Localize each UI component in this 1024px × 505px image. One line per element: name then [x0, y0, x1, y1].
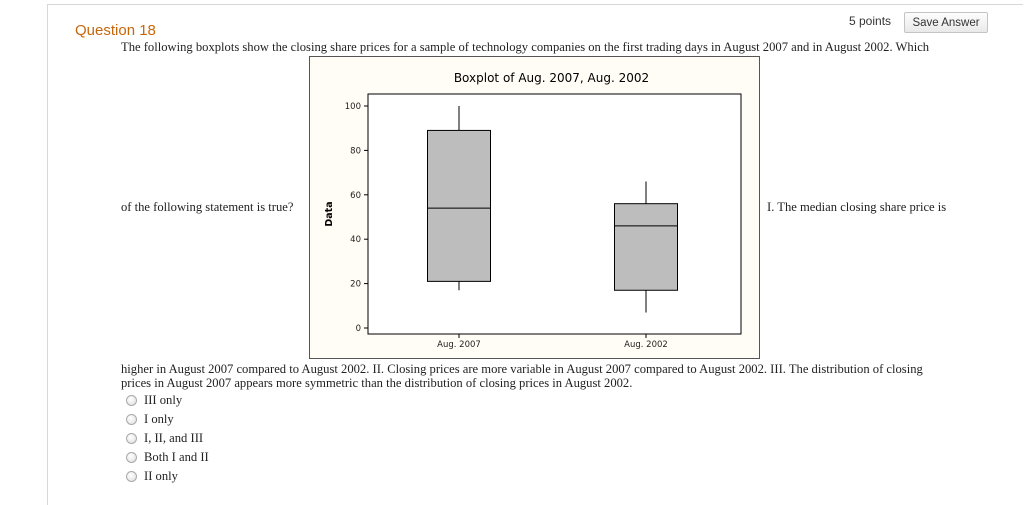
- plot-area: [367, 93, 742, 335]
- boxplot-chart: Boxplot of Aug. 2007, Aug. 2002 0 20 40 60 80…: [324, 71, 742, 350]
- y-tick-label: 0: [356, 324, 361, 334]
- question-text-right: I. The median closing share price is: [767, 200, 947, 214]
- points-label: 5 points: [849, 14, 892, 28]
- y-tick-label: 100: [345, 102, 361, 112]
- save-answer-button[interactable]: Save Answer: [904, 12, 988, 33]
- x-tick-label: Aug. 2007: [437, 340, 481, 350]
- option-iii-only[interactable]: III only: [126, 392, 182, 408]
- option-label: I, II, and III: [144, 430, 204, 445]
- radio-button[interactable]: [126, 413, 137, 425]
- question-title: Question 18: [75, 22, 156, 39]
- option-label: III only: [144, 392, 183, 407]
- y-tick-label: 60: [350, 191, 361, 201]
- box-iqr: [614, 203, 678, 291]
- question-text-line3: higher in August 2007 compared to August…: [121, 362, 923, 376]
- question-text-left: of the following statement is true?: [121, 200, 294, 214]
- y-tick-label: 80: [350, 146, 361, 156]
- y-tick-label: 20: [350, 280, 361, 290]
- option-ii-only[interactable]: II only: [126, 468, 178, 484]
- chart-title: Boxplot of Aug. 2007, Aug. 2002: [454, 71, 649, 85]
- option-both-i-ii[interactable]: Both I and II: [126, 449, 209, 465]
- option-i-only[interactable]: I only: [126, 411, 174, 427]
- question-frame: [47, 4, 1023, 505]
- question-text-line1: The following boxplots show the closing …: [121, 40, 930, 54]
- option-label: II only: [144, 468, 178, 483]
- radio-button[interactable]: [126, 432, 137, 444]
- x-tick-label: Aug. 2002: [624, 340, 668, 350]
- radio-button[interactable]: [126, 394, 137, 406]
- y-tick-label: 40: [350, 235, 361, 245]
- option-label: I only: [144, 411, 174, 426]
- option-i-ii-iii[interactable]: I, II, and III: [126, 430, 203, 446]
- option-label: Both I and II: [144, 449, 209, 464]
- radio-button[interactable]: [126, 451, 137, 463]
- question-text-line4: prices in August 2007 appears more symme…: [121, 376, 633, 390]
- y-axis-label: Data: [324, 201, 335, 226]
- boxplot-figure: Boxplot of Aug. 2007, Aug. 2002 0 20 40 60 80…: [309, 56, 760, 359]
- radio-button[interactable]: [126, 470, 137, 482]
- box-iqr: [427, 129, 491, 282]
